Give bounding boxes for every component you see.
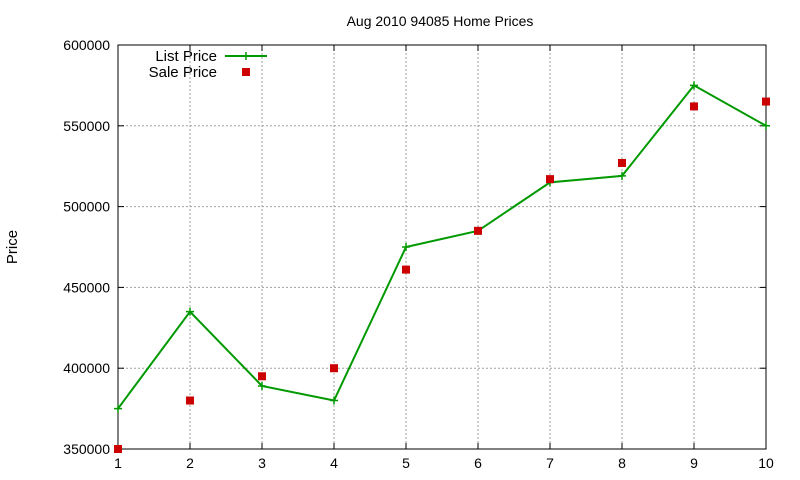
x-tick-label: 3 bbox=[258, 455, 266, 471]
data-point-sale-price bbox=[474, 226, 482, 235]
x-tick-label: 2 bbox=[186, 455, 194, 471]
y-tick-label: 450000 bbox=[63, 279, 110, 295]
legend-label-list-price: List Price bbox=[155, 48, 217, 65]
x-tick-label: 6 bbox=[474, 455, 482, 471]
data-point-sale-price bbox=[690, 102, 698, 111]
y-tick-label: 600000 bbox=[63, 37, 110, 53]
x-tick-label: 4 bbox=[330, 455, 338, 471]
data-point-sale-price bbox=[402, 265, 410, 274]
chart-title: Aug 2010 94085 Home Prices bbox=[347, 13, 534, 29]
x-tick-label: 1 bbox=[114, 455, 122, 471]
series-line-list-price bbox=[117, 84, 767, 410]
y-tick-label: 500000 bbox=[63, 199, 110, 215]
grid-lines bbox=[118, 45, 766, 449]
data-point-list-price bbox=[114, 404, 122, 413]
legend: List Price Sale Price bbox=[149, 48, 267, 81]
data-point-list-price bbox=[402, 243, 410, 251]
x-tick-label: 9 bbox=[690, 455, 698, 471]
data-point-sale-price bbox=[114, 445, 122, 453]
data-point-sale-price bbox=[762, 97, 770, 106]
series-layer bbox=[114, 81, 770, 453]
y-tick-label: 550000 bbox=[63, 118, 110, 134]
data-point-list-price bbox=[618, 171, 626, 180]
y-tick-label: 350000 bbox=[63, 441, 110, 457]
y-axis-label: Price bbox=[4, 230, 21, 264]
data-point-sale-price bbox=[546, 175, 554, 184]
x-tick-label: 8 bbox=[618, 455, 626, 471]
data-point-list-price bbox=[186, 307, 194, 316]
data-point-sale-price bbox=[618, 158, 626, 167]
x-tick-label: 7 bbox=[546, 455, 554, 471]
plot-frame bbox=[117, 44, 767, 450]
data-point-list-price bbox=[690, 81, 698, 90]
data-point-sale-price bbox=[330, 364, 338, 373]
data-point-list-price bbox=[762, 121, 770, 130]
y-tick-label: 400000 bbox=[63, 360, 110, 376]
legend-marker-list-price bbox=[242, 52, 250, 60]
data-point-list-price bbox=[330, 396, 338, 405]
legend-marker-sale-price bbox=[242, 68, 250, 76]
x-tick-label: 5 bbox=[402, 455, 410, 471]
data-point-sale-price bbox=[186, 396, 194, 405]
data-point-sale-price bbox=[258, 372, 266, 381]
data-point-list-price bbox=[258, 381, 266, 390]
legend-label-sale-price: Sale Price bbox=[149, 64, 217, 81]
axis-ticks: 1 2 3 4 5 6 7 8 9 10 350000 400000 450000 500000 55000… bbox=[63, 37, 774, 471]
x-tick-label: 10 bbox=[758, 455, 774, 471]
